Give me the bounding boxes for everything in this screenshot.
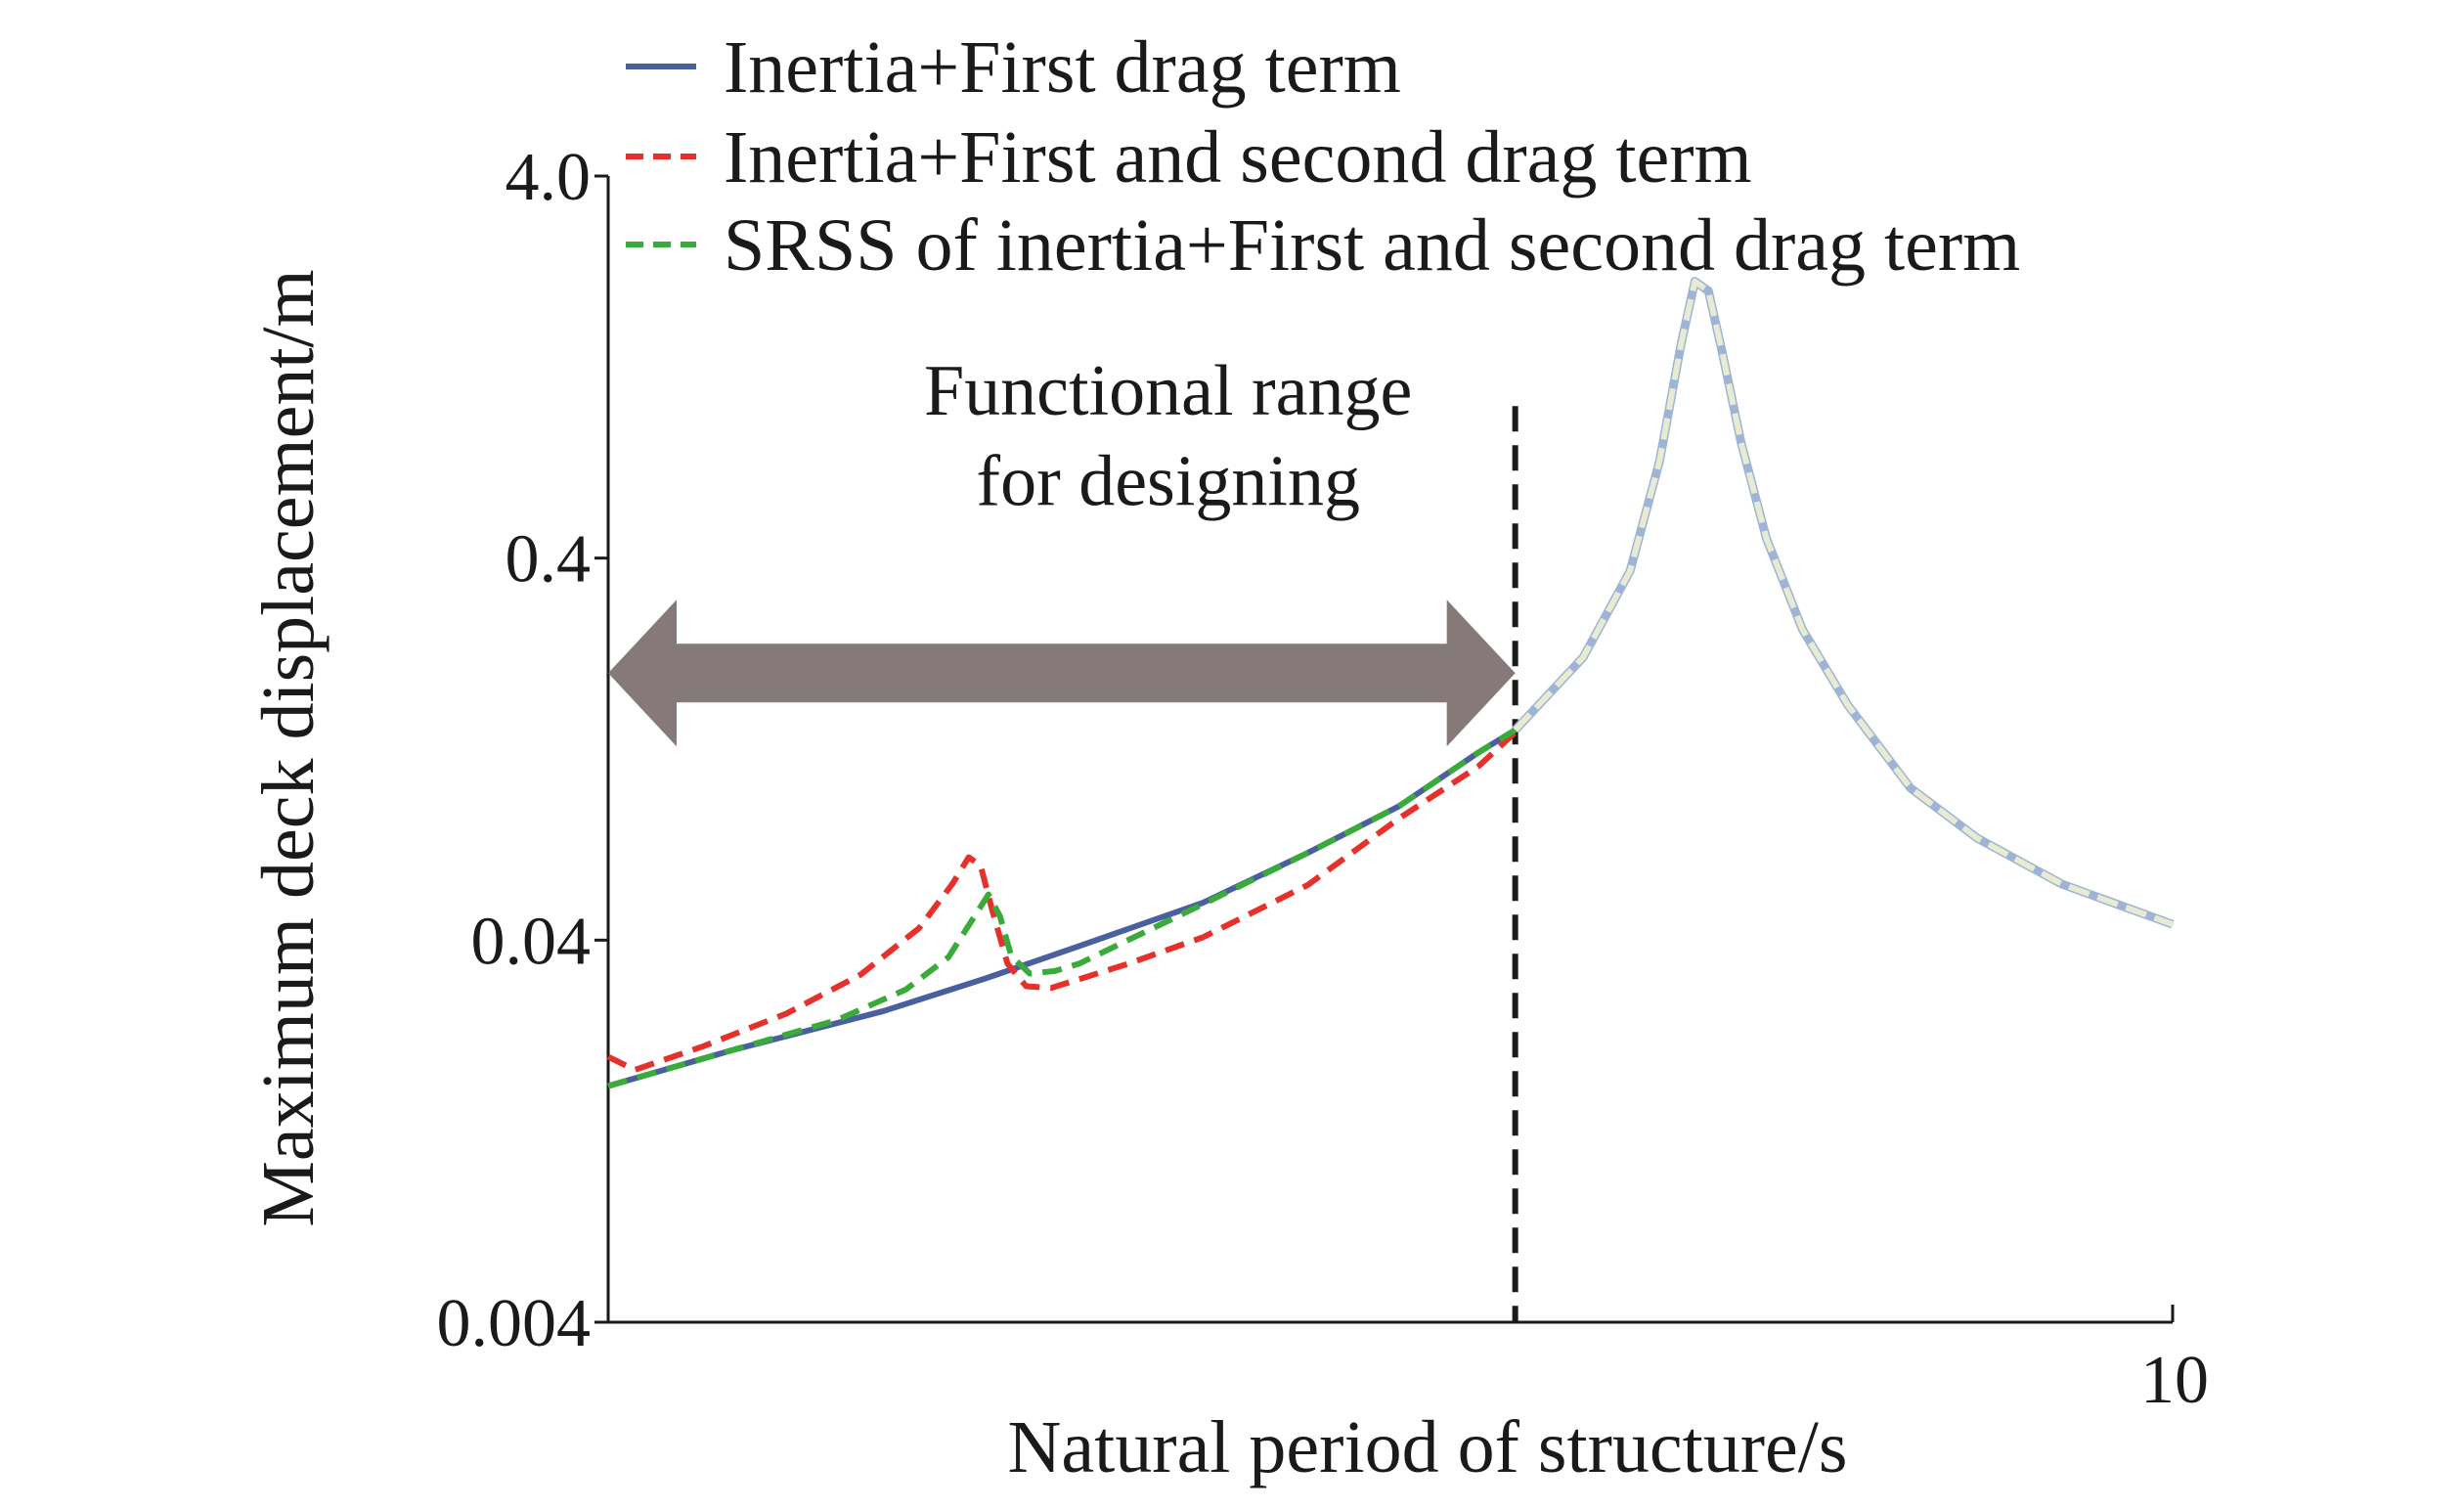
- annotation-text: for designing: [976, 442, 1360, 522]
- resonance-overlay: [1513, 278, 2175, 928]
- y-tick-label: 0.4: [506, 522, 592, 598]
- x-axis-title: Natural period of structure/s: [1008, 1406, 1848, 1488]
- x-tick-label: 10: [2140, 1343, 2209, 1418]
- legend-label: Inertia+First and second drag term: [724, 116, 1752, 199]
- functional-range-arrow: [608, 599, 1516, 747]
- y-tick-label: 4.0: [506, 140, 592, 215]
- chart-marks: 4.0 0.4 0.04 0.004 10 Natural period of struc…: [247, 26, 2209, 1488]
- y-tick-label: 0.004: [437, 1286, 592, 1361]
- legend-label: Inertia+First drag term: [724, 26, 1401, 109]
- legend-label: SRSS of inertia+First and second drag te…: [724, 204, 2020, 287]
- annotation-text: Functional range: [924, 351, 1412, 431]
- y-axis-title: Maximum deck displacement/m: [247, 269, 330, 1226]
- y-tick-label: 0.04: [471, 904, 592, 979]
